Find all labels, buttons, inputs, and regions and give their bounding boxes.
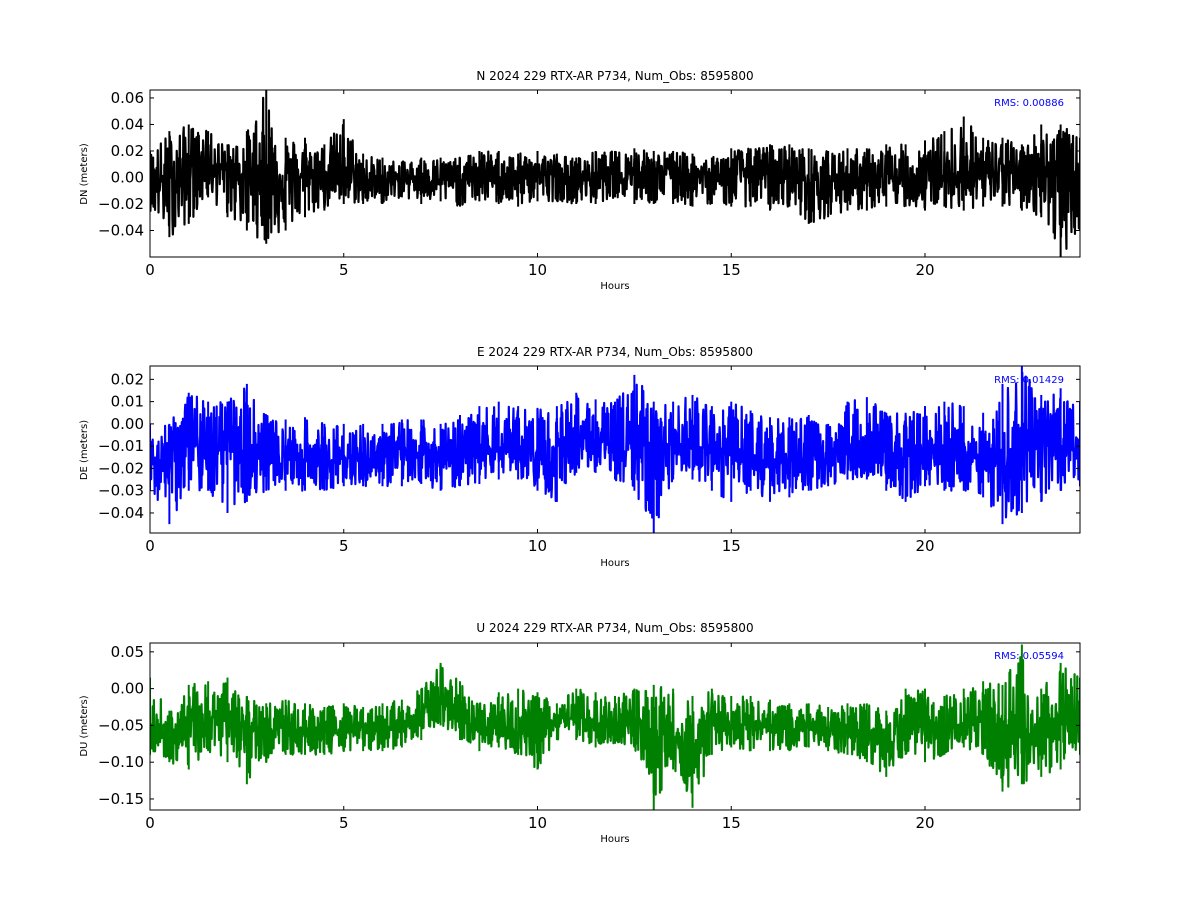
panel-u-plot-area	[150, 644, 1080, 810]
panel-e-xtick-label-1: 5	[339, 537, 349, 555]
panel-e-xlabel: Hours	[600, 558, 629, 569]
panel-e: E 2024 229 RTX-AR P734, Num_Obs: 8595800…	[79, 345, 1081, 569]
panel-u-xlabel: Hours	[600, 834, 629, 845]
panel-e-rms-annotation: RMS: 0.01429	[994, 375, 1064, 386]
panel-u-xtick-label-4: 20	[915, 814, 934, 832]
panel-e-ytick-label-6: −0.04	[98, 504, 144, 522]
panel-n-rms-annotation: RMS: 0.00886	[994, 98, 1064, 109]
panel-e-title: E 2024 229 RTX-AR P734, Num_Obs: 8595800	[477, 345, 753, 359]
panel-u-ytick-label-2: −0.05	[98, 716, 144, 734]
panel-u-ytick-label-0: 0.05	[111, 643, 144, 661]
panel-n-xtick-label-4: 20	[915, 261, 934, 279]
panel-e-xtick-label-3: 15	[722, 537, 741, 555]
panel-e-ylabel: DE (meters)	[79, 420, 90, 480]
panel-e-xtick-label-2: 10	[528, 537, 547, 555]
panel-n: N 2024 229 RTX-AR P734, Num_Obs: 8595800…	[79, 69, 1081, 292]
panel-n-xtick-label-3: 15	[722, 261, 741, 279]
panel-n-x-ticks: 0 5 10 15 20	[145, 90, 935, 279]
panel-e-ytick-label-4: −0.02	[98, 459, 144, 477]
panel-e-plot-area	[150, 366, 1080, 533]
panel-u: U 2024 229 RTX-AR P734, Num_Obs: 8595800…	[79, 621, 1081, 845]
panel-n-plot-area	[150, 90, 1080, 257]
panel-u-ytick-label-1: 0.00	[111, 680, 144, 698]
panel-u-title: U 2024 229 RTX-AR P734, Num_Obs: 8595800	[476, 621, 753, 635]
panel-e-ytick-label-0: 0.02	[111, 370, 144, 388]
panel-n-ytick-label-2: 0.02	[111, 142, 144, 160]
panel-e-ytick-label-2: 0.00	[111, 415, 144, 433]
panel-u-xtick-label-3: 15	[722, 814, 741, 832]
panel-u-y-ticks: 0.05 0.00 −0.05 −0.10 −0.15	[98, 643, 1080, 808]
panel-e-frame	[149, 365, 1081, 534]
panel-n-ytick-label-0: 0.06	[111, 89, 144, 107]
panel-e-xtick-label-0: 0	[145, 537, 155, 555]
panel-n-frame	[149, 89, 1081, 258]
panel-n-xtick-label-0: 0	[145, 261, 155, 279]
panel-e-xtick-label-4: 20	[915, 537, 934, 555]
panel-e-ytick-label-1: 0.01	[111, 393, 144, 411]
panel-u-xtick-label-2: 10	[528, 814, 547, 832]
panel-u-ytick-label-4: −0.15	[98, 790, 144, 808]
panel-n-ytick-label-3: 0.00	[111, 168, 144, 186]
panel-n-ytick-label-5: −0.04	[98, 221, 144, 239]
panel-u-rms-annotation: RMS: 0.05594	[994, 651, 1064, 662]
panel-u-x-ticks: 0 5 10 15 20	[145, 643, 935, 832]
panel-n-xtick-label-2: 10	[528, 261, 547, 279]
panel-n-xtick-label-1: 5	[339, 261, 349, 279]
panel-n-ytick-label-4: −0.02	[98, 195, 144, 213]
panel-n-y-ticks: 0.06 0.04 0.02 0.00 −0.02 −0.04	[98, 89, 1080, 239]
panel-u-xtick-label-1: 5	[339, 814, 349, 832]
panel-e-x-ticks: 0 5 10 15 20	[145, 366, 935, 555]
panel-n-ytick-label-1: 0.04	[111, 115, 144, 133]
panel-u-frame	[149, 642, 1081, 811]
panel-u-ytick-label-3: −0.10	[98, 753, 144, 771]
panel-e-ytick-label-3: −0.01	[98, 437, 144, 455]
panel-u-xtick-label-0: 0	[145, 814, 155, 832]
panel-n-xlabel: Hours	[600, 281, 629, 292]
panel-e-ytick-label-5: −0.03	[98, 482, 144, 500]
panel-n-ylabel: DN (meters)	[79, 143, 90, 205]
panel-n-title: N 2024 229 RTX-AR P734, Num_Obs: 8595800	[476, 69, 753, 83]
panel-u-ylabel: DU (meters)	[79, 695, 90, 756]
panel-e-y-ticks: 0.02 0.01 0.00 −0.01 −0.02 −0.03 −0.04	[98, 370, 1080, 522]
